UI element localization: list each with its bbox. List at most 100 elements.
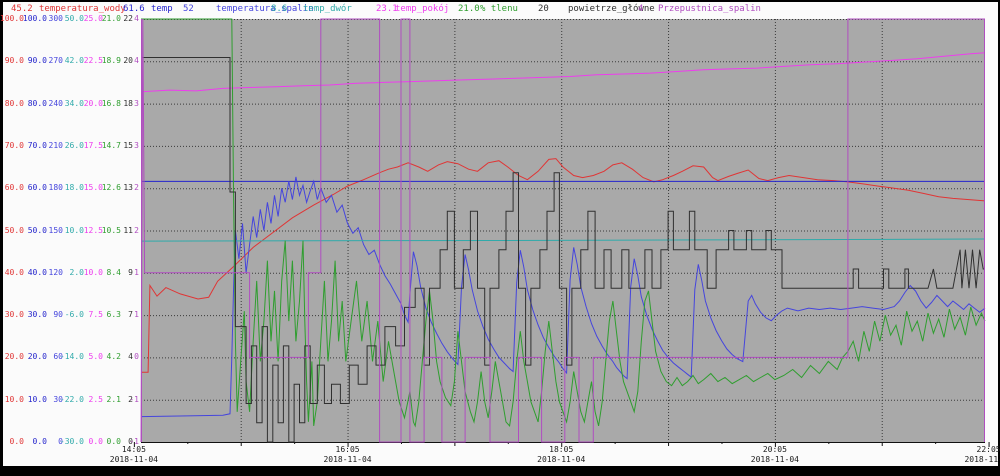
y-tick-temperatura_spalin: 180	[48, 183, 63, 193]
y-tick-powietrze_główne: 15	[123, 140, 133, 150]
series-line-Przepustnica_spalin	[140, 18, 985, 443]
y-tick-% tlenu: 14.7	[101, 140, 121, 150]
legend-label-Przepustnica_spalin: Przepustnica_spalin	[658, 4, 761, 14]
legend-value-% tlenu: 21.0	[458, 4, 480, 14]
y-tick-% tlenu: 6.3	[106, 310, 121, 320]
y-tick-temp: 10.0	[27, 394, 47, 404]
x-date-label: 2018-11-04	[964, 455, 1000, 464]
y-tick-% tlenu: 2.1	[106, 394, 121, 404]
y-tick-temp_pokój: 15.0	[83, 183, 103, 193]
y-tick-Przepustnica_spalin: 2	[134, 183, 139, 193]
y-tick-temperatura_spalin: 300	[48, 14, 63, 23]
y-tick-temp_dwór: 2.0	[69, 267, 84, 277]
y-tick-temperatura_wody: 50.0	[4, 225, 24, 235]
series-line-temperatura_spalin	[140, 176, 986, 418]
y-tick-temp_pokój: 2.5	[88, 394, 103, 404]
y-tick-temp_dwór: -6.0	[64, 310, 84, 320]
y-tick-% tlenu: 0.0	[106, 437, 121, 446]
legend-label-temperatura_spalin: temperatura_spalin	[216, 4, 314, 14]
y-tick-Przepustnica_spalin: 0	[134, 352, 139, 362]
y-tick-temp_pokój: 25.0	[83, 14, 103, 23]
y-tick-temp_dwór: 26.0	[64, 140, 84, 150]
y-tick-temp: 40.0	[27, 267, 47, 277]
y-tick-temp: 30.0	[27, 310, 47, 320]
series-line-powietrze_główne	[141, 57, 985, 443]
legend-label-temp_pokój: temp_pokój	[395, 4, 450, 14]
legend-label-% tlenu: % tlenu	[480, 4, 518, 14]
y-tick-temp_dwór: 42.0	[64, 56, 84, 66]
y-tick-temperatura_wody: 90.0	[4, 56, 24, 66]
y-tick-temperatura_wody: 20.0	[4, 352, 24, 362]
y-tick-temp_dwór: -14.0	[59, 352, 84, 362]
y-tick-temperatura_wody: 40.0	[4, 267, 24, 277]
y-tick-% tlenu: 10.5	[101, 225, 121, 235]
x-date-label: 2018-11-04	[537, 455, 586, 464]
y-tick-temperatura_wody: 0.0	[9, 437, 24, 446]
series-line-% tlenu	[141, 18, 986, 428]
x-time-label: 16:05	[335, 445, 360, 454]
y-tick-temperatura_spalin: 90	[53, 310, 63, 320]
y-tick-temp_dwór: 50.0	[64, 14, 84, 23]
series-line-temp_dwór	[140, 238, 986, 242]
y-tick-temp: 50.0	[27, 225, 47, 235]
legend-value-temperatura_spalin: 52	[183, 4, 194, 14]
y-tick-Przepustnica_spalin: -1	[129, 437, 139, 446]
legend-label-temp: temp	[151, 4, 173, 14]
y-tick-temp_pokój: 0.0	[88, 437, 103, 446]
series-line-temp_pokój	[140, 52, 986, 93]
y-tick-powietrze_główne: 4	[128, 352, 133, 362]
y-tick-powietrze_główne: 9	[128, 267, 133, 277]
x-date-label: 2018-11-04	[109, 455, 158, 464]
y-tick-temperatura_spalin: 0	[58, 437, 63, 446]
y-tick-temperatura_spalin: 120	[48, 267, 63, 277]
y-tick-Przepustnica_spalin: 2	[134, 225, 139, 235]
y-tick-temp_dwór: -22.0	[59, 394, 84, 404]
y-tick-temp: 0.0	[32, 437, 47, 446]
x-date-label: 2018-11-04	[750, 455, 799, 464]
y-tick-powietrze_główne: 13	[123, 183, 133, 193]
y-tick-powietrze_główne: 0	[128, 437, 133, 446]
legend-value-temp_dwór: 8.6	[271, 4, 288, 14]
y-tick-temperatura_wody: 30.0	[4, 310, 24, 320]
y-tick-powietrze_główne: 11	[123, 225, 133, 235]
legend-value-temp_pokój: 23.1	[376, 4, 398, 14]
y-tick-temp_dwór: 34.0	[64, 98, 84, 108]
y-tick-powietrze_główne: 2	[128, 394, 133, 404]
x-date-label: 2018-11-04	[323, 455, 372, 464]
y-tick-temp: 20.0	[27, 352, 47, 362]
y-tick-% tlenu: 18.9	[101, 56, 121, 66]
y-tick-temperatura_spalin: 60	[53, 352, 63, 362]
legend-value-Przepustnica_spalin: 4	[638, 4, 644, 14]
y-tick-temp: 100.0	[22, 14, 47, 23]
series-line-temperatura_wody	[141, 158, 986, 373]
legend-value-powietrze_główne: 20	[538, 4, 549, 14]
y-tick-temperatura_spalin: 30	[53, 394, 63, 404]
y-tick-powietrze_główne: 7	[128, 310, 133, 320]
x-time-label: 22:05	[976, 445, 1000, 454]
y-tick-temperatura_spalin: 270	[48, 56, 63, 66]
y-tick-Przepustnica_spalin: 1	[134, 267, 139, 277]
y-tick-temp_pokój: 17.5	[83, 140, 103, 150]
y-tick-Przepustnica_spalin: 1	[134, 310, 139, 320]
x-time-label: 20:05	[762, 445, 787, 454]
y-tick-temp_pokój: 20.0	[83, 98, 103, 108]
y-tick-temp_pokój: 22.5	[83, 56, 103, 66]
legend-value-temp: 61.6	[123, 4, 145, 14]
y-tick-% tlenu: 21.0	[101, 14, 121, 23]
y-tick-temperatura_wody: 100.0	[0, 14, 24, 23]
y-tick-temperatura_spalin: 150	[48, 225, 63, 235]
y-tick-Przepustnica_spalin: 3	[134, 140, 139, 150]
y-tick-temperatura_wody: 80.0	[4, 98, 24, 108]
y-tick-Przepustnica_spalin: 4	[134, 14, 139, 23]
legend-value-temperatura_wody: 45.2	[11, 4, 33, 14]
y-tick-temp_dwór: 10.0	[64, 225, 84, 235]
y-tick-temp_dwór: -30.0	[59, 437, 84, 446]
y-tick-temp_pokój: 12.5	[83, 225, 103, 235]
y-tick-temp_pokój: 7.5	[88, 310, 103, 320]
y-tick-temp_dwór: 18.0	[64, 183, 84, 193]
chart-panel: 45.2 temperatura_wody 61.6 temp 52 temperatur…	[0, 2, 1000, 466]
y-tick-temp: 60.0	[27, 183, 47, 193]
y-tick-Przepustnica_spalin: -1	[129, 394, 139, 404]
y-tick-% tlenu: 4.2	[106, 352, 121, 362]
